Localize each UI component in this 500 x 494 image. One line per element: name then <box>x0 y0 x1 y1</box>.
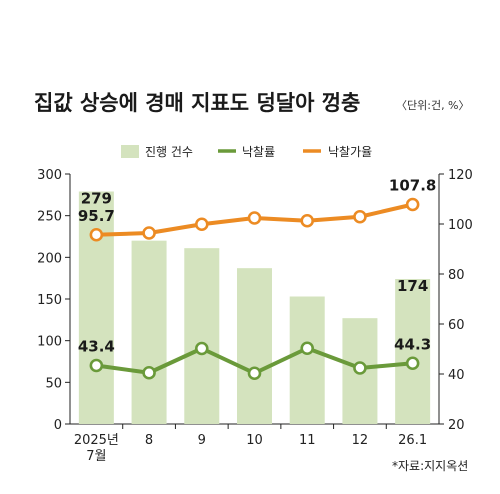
point-series-2-5 <box>353 209 367 224</box>
line-label-1-0: 43.4 <box>78 338 115 356</box>
x-tick-line: 8 <box>145 433 153 448</box>
x-tick-label-0: 2025년 7월 <box>74 433 119 464</box>
x-tick-line: 2025년 <box>74 433 119 448</box>
point-series-1-6 <box>405 356 420 371</box>
bar-3 <box>237 268 272 424</box>
legend-label-bar: 진행 건수 <box>145 144 193 159</box>
unit-note: 〈단위:건, %〉 <box>396 99 470 112</box>
right-tick-label-5: 120 <box>448 168 473 183</box>
right-tick-label-2: 60 <box>448 318 465 333</box>
legend-swatch-bar <box>121 145 139 158</box>
x-tick-label-1: 8 <box>145 433 153 448</box>
bar-label-6: 174 <box>397 277 428 295</box>
left-tick-label-3: 150 <box>37 293 62 308</box>
x-tick-line: 9 <box>198 433 206 448</box>
legend-label-rate: 낙찰률 <box>242 145 275 159</box>
x-tick-label-4: 11 <box>299 433 316 448</box>
right-tick-label-0: 20 <box>448 418 465 433</box>
x-tick-label-5: 12 <box>352 433 369 448</box>
x-tick-line: 26.1 <box>398 433 427 448</box>
right-tick-label-1: 40 <box>448 368 465 383</box>
point-series-2-6 <box>405 197 420 212</box>
bar-1 <box>131 240 167 424</box>
line-label-2-0: 95.7 <box>78 207 115 225</box>
point-series-2-2 <box>194 217 209 232</box>
line-label-2-6: 107.8 <box>389 177 436 195</box>
bar-label-0: 279 <box>81 190 112 208</box>
left-tick-label-4: 200 <box>37 251 62 266</box>
right-tick-label-3: 80 <box>448 268 465 283</box>
x-tick-label-2: 9 <box>198 433 206 448</box>
point-series-2-1 <box>142 226 156 240</box>
bar-0 <box>78 191 114 424</box>
line-label-1-6: 44.3 <box>394 335 431 353</box>
left-tick-label-1: 50 <box>45 376 62 391</box>
x-tick-label-6: 26.1 <box>398 433 427 448</box>
point-series-1-2 <box>194 341 209 356</box>
x-tick-line: 12 <box>352 433 369 448</box>
source-note: *자료:지지옥션 <box>392 459 468 473</box>
point-series-1-5 <box>353 361 367 375</box>
left-tick-label-5: 250 <box>37 210 62 225</box>
left-tick-label-6: 300 <box>37 168 62 183</box>
point-series-1-0 <box>89 358 104 373</box>
left-tick-label-2: 100 <box>37 335 62 350</box>
point-series-2-0 <box>89 227 104 242</box>
x-tick-line: 10 <box>246 433 263 448</box>
point-series-1-1 <box>142 365 156 380</box>
point-series-1-3 <box>247 366 262 381</box>
legend-label-price: 낙찰가율 <box>328 145 372 159</box>
point-series-2-4 <box>300 213 315 228</box>
bar-6 <box>395 279 431 424</box>
point-series-2-3 <box>247 211 262 225</box>
bar-4 <box>289 296 325 424</box>
left-tick-label-0: 0 <box>54 418 62 433</box>
right-tick-label-4: 100 <box>448 218 473 233</box>
x-tick-label-3: 10 <box>246 433 263 448</box>
legend: 진행 건수 낙찰률 낙찰가율 <box>121 144 372 159</box>
x-tick-line: 11 <box>299 433 316 448</box>
bar-2 <box>184 248 220 424</box>
point-series-1-4 <box>300 341 315 356</box>
chart-title: 집값 상승에 경매 지표도 덩달아 껑충 <box>34 91 360 115</box>
x-tick-line: 7월 <box>86 449 106 464</box>
